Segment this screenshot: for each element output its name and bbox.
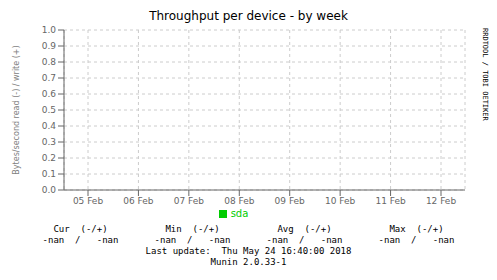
svg-text:0.4: 0.4	[42, 121, 57, 131]
html-text:Munin 2.0.33-1: Munin 2.0.33-1	[210, 257, 287, 267]
svg-text:05 Feb: 05 Feb	[73, 196, 104, 206]
html-text:-nan / -nan: -nan / -nan	[42, 235, 119, 245]
svg-text:11 Feb: 11 Feb	[375, 196, 406, 206]
svg-text:0.9: 0.9	[42, 41, 57, 51]
svg-text:0.8: 0.8	[42, 57, 57, 67]
svg-text:10 Feb: 10 Feb	[325, 196, 356, 206]
svg-text:0.6: 0.6	[42, 89, 57, 99]
html-text:Throughput per device - by wee: Throughput per device - by week	[149, 9, 348, 23]
svg-text:12 Feb: 12 Feb	[426, 196, 457, 206]
html-text:Last update: Thu May 24 16:40:: Last update: Thu May 24 16:40:00 2018	[145, 246, 352, 256]
html-text:Cur (-/+): Cur (-/+)	[53, 224, 108, 234]
svg-text:0.5: 0.5	[42, 105, 56, 115]
html-text:-nan / -nan: -nan / -nan	[266, 235, 343, 245]
svg-text:0.1: 0.1	[42, 169, 56, 179]
svg-text:07 Feb: 07 Feb	[174, 196, 205, 206]
html-text:Avg (-/+): Avg (-/+)	[277, 224, 332, 234]
svg-text:08 Feb: 08 Feb	[224, 196, 255, 206]
svg-text:Bytes/second read (-) / write: Bytes/second read (-) / write (+)	[12, 45, 21, 174]
svg-text:0.2: 0.2	[42, 153, 56, 163]
svg-text:1.0: 1.0	[42, 25, 57, 35]
html-text:RRDTOOL / TOBI OETIKER: RRDTOOL / TOBI OETIKER	[481, 28, 489, 121]
svg-text:0.0: 0.0	[42, 185, 57, 195]
html-text:Min (-/+): Min (-/+)	[165, 224, 220, 234]
svg-text:06 Feb: 06 Feb	[123, 196, 154, 206]
svg-text:0.3: 0.3	[42, 137, 56, 147]
html-text:-nan / -nan: -nan / -nan	[154, 235, 231, 245]
html-text:sda: sda	[230, 208, 249, 219]
html-text:-nan / -nan: -nan / -nan	[378, 235, 455, 245]
svg-text:09 Feb: 09 Feb	[275, 196, 306, 206]
svg-text:0.7: 0.7	[42, 73, 56, 83]
html-text:Max (-/+): Max (-/+)	[389, 224, 444, 234]
